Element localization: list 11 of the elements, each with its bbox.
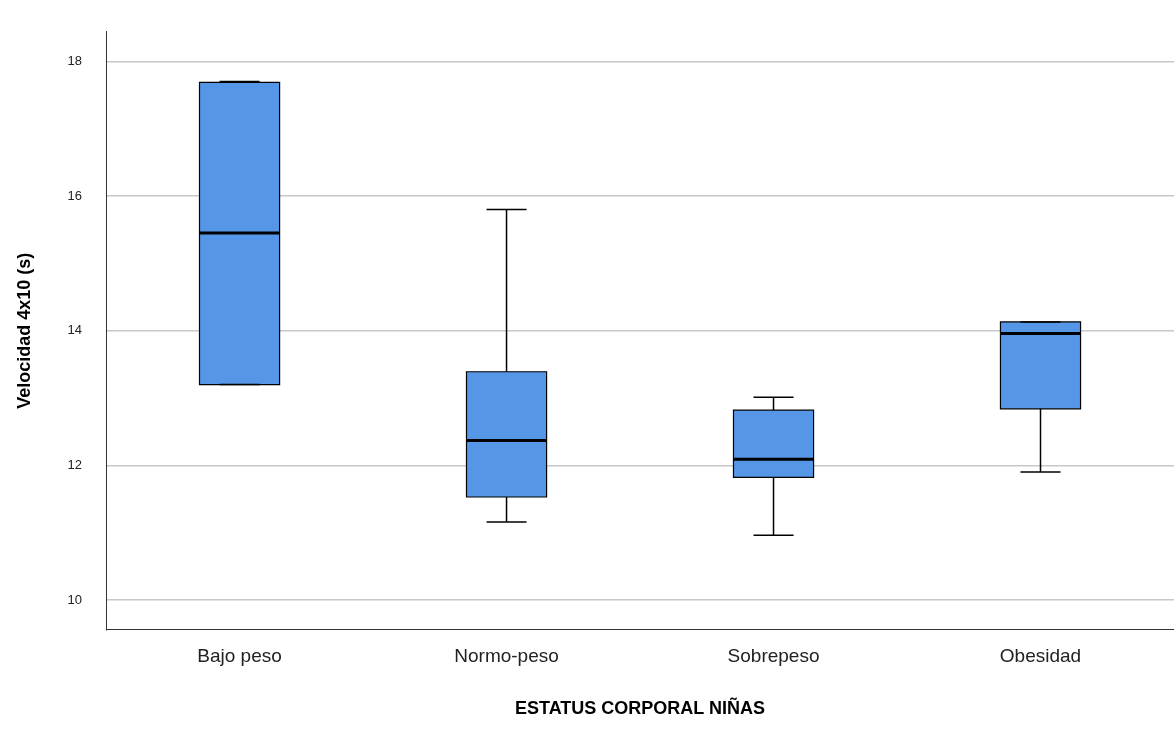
y-tick-label: 10	[67, 591, 83, 607]
y-axis-title: Velocidad 4x10 (s)	[13, 252, 34, 409]
x-axis-title: ESTATUS CORPORAL NIÑAS	[515, 697, 766, 719]
y-tick-label: 16	[67, 187, 83, 203]
x-tick-label: Bajo peso	[197, 645, 282, 667]
y-tick-label: 18	[67, 53, 83, 68]
y-tick-label: 14	[67, 322, 83, 338]
x-tick-label: Obesidad	[999, 645, 1082, 667]
y-tick-label: 12	[67, 456, 83, 472]
x-tick-label: Sobrepeso	[727, 645, 820, 667]
x-tick-label: Normo-peso	[454, 645, 559, 667]
